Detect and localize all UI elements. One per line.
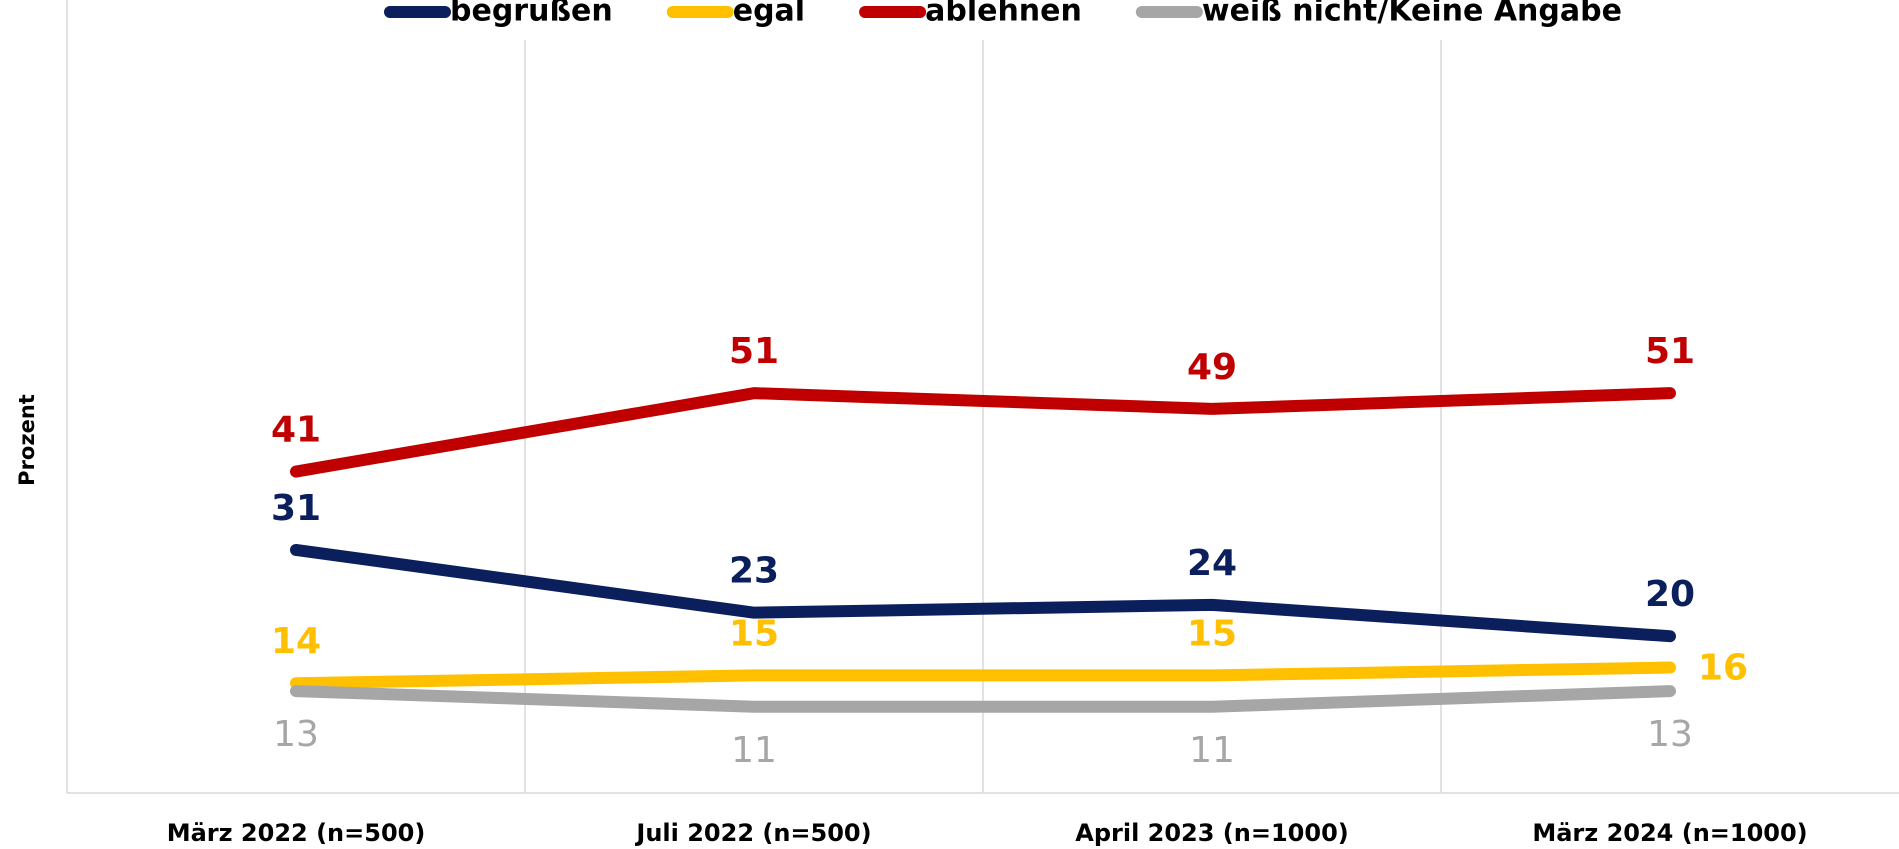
x-tick-label: März 2022 (n=500) — [167, 819, 426, 847]
legend-label: weiß nicht/Keine Angabe — [1202, 0, 1622, 29]
data-label: 51 — [729, 331, 779, 372]
data-label: 51 — [1645, 331, 1695, 372]
x-tick-label: Juli 2022 (n=500) — [634, 819, 871, 847]
data-label: 31 — [271, 488, 321, 529]
data-label: 13 — [273, 714, 319, 755]
y-axis-label: Prozent — [15, 394, 39, 486]
x-tick-label: März 2024 (n=1000) — [1532, 819, 1807, 847]
legend-label: egal — [733, 0, 805, 29]
series-line — [290, 543, 1676, 643]
data-label: 41 — [271, 410, 321, 451]
series-line — [290, 661, 1676, 690]
data-label: 15 — [729, 613, 779, 654]
data-label: 49 — [1187, 347, 1237, 388]
data-label: 11 — [1189, 730, 1235, 771]
series-line — [290, 685, 1676, 713]
data-label: 24 — [1187, 543, 1237, 584]
series-line — [290, 387, 1676, 478]
data-label: 14 — [271, 621, 321, 662]
legend-label: ablehnen — [925, 0, 1082, 29]
legend-label: begrußen — [450, 0, 613, 29]
data-label: 11 — [731, 730, 777, 771]
data-label: 20 — [1645, 574, 1695, 615]
data-label: 15 — [1187, 613, 1237, 654]
x-tick-label: April 2023 (n=1000) — [1075, 819, 1348, 847]
data-label: 23 — [729, 551, 779, 592]
data-label: 13 — [1647, 714, 1693, 755]
data-label: 16 — [1698, 648, 1748, 689]
